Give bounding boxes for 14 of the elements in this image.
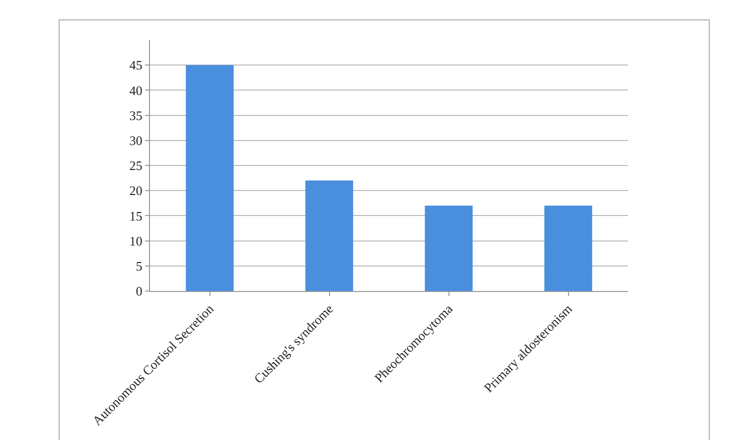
- y-tick-label: 15: [129, 208, 142, 224]
- y-tick-label: 20: [129, 183, 142, 198]
- y-tick-label: 5: [136, 258, 142, 274]
- y-tick-label: 40: [129, 82, 142, 98]
- y-tick-label: 35: [129, 108, 142, 123]
- y-tick-label: 10: [129, 233, 142, 248]
- y-tick-label: 45: [129, 58, 142, 73]
- y-tick-label: 30: [129, 132, 142, 148]
- bar: [186, 65, 234, 291]
- y-tick-label: 25: [129, 158, 142, 174]
- bar: [424, 206, 473, 291]
- y-tick-label: 0: [136, 284, 142, 299]
- bar: [544, 206, 592, 291]
- bar: [305, 180, 354, 291]
